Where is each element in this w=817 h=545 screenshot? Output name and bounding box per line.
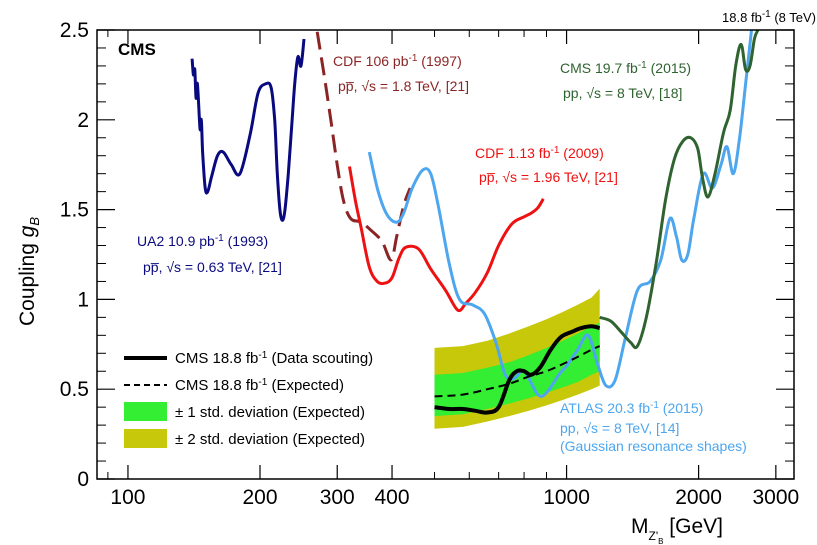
axis-ticks: 100 200 300 400 1000 2000 3000 0 0.5 1 1.5 2 2.5 [60, 19, 799, 509]
x-tick-label: 1000 [543, 486, 590, 509]
svg-text:CMS 19.7 fb-1 (2015): CMS 19.7 fb-1 (2015) [560, 60, 691, 76]
annotation-cms2015: CMS 19.7 fb-1 (2015) pp, √s = 8 TeV, [18… [560, 60, 691, 101]
legend-observed-label: CMS 18.8 fb-1 (Data scouting) [175, 350, 373, 367]
series-line-0 [190, 38, 306, 222]
x-tick-label: 400 [375, 486, 410, 509]
x-axis-title: MZ'B [GeV] [631, 515, 723, 545]
legend-expected-label: CMS 18.8 fb-1 (Expected) [175, 377, 344, 394]
y-axis-title: Coupling gB [16, 217, 42, 326]
experiment-label: CMS [118, 40, 156, 59]
series-line-2 [348, 166, 545, 313]
svg-text:pp̅, √s = 0.63 TeV, [21]: pp̅, √s = 0.63 TeV, [21] [143, 259, 282, 275]
y-tick-label: 0 [77, 468, 89, 491]
x-tick-label: 2000 [675, 486, 722, 509]
lumi-label: 18.8 fb-1 (8 TeV) [722, 9, 816, 25]
legend: CMS 18.8 fb-1 (Data scouting) CMS 18.8 f… [124, 350, 373, 448]
series-line-6 [434, 345, 601, 398]
x-tick-label: 3000 [752, 486, 799, 509]
series-line-4 [599, 30, 760, 350]
annotation-cdf1997: CDF 106 pb-1 (1997) pp̅, √s = 1.8 TeV, [… [333, 53, 469, 94]
svg-text:pp̅, √s = 1.8 TeV, [21]: pp̅, √s = 1.8 TeV, [21] [338, 78, 469, 94]
svg-text:UA2 10.9 pb-1 (1993): UA2 10.9 pb-1 (1993) [137, 233, 268, 249]
x-tick-label: 100 [110, 486, 145, 509]
legend-sigma1-swatch [124, 402, 167, 421]
svg-text:ATLAS 20.3 fb-1 (2015): ATLAS 20.3 fb-1 (2015) [560, 400, 703, 416]
svg-text:(Gaussian resonance shapes): (Gaussian resonance shapes) [560, 438, 747, 454]
y-tick-label: 2.5 [60, 19, 89, 42]
annotation-atlas: ATLAS 20.3 fb-1 (2015) pp, √s = 8 TeV, [… [560, 400, 747, 454]
svg-text:pp̅, √s = 1.96 TeV, [21]: pp̅, √s = 1.96 TeV, [21] [479, 169, 618, 185]
series-line-1 [315, 31, 412, 262]
series-line-5 [434, 324, 601, 415]
y-tick-label: 1 [77, 288, 89, 311]
annotation-ua2: UA2 10.9 pb-1 (1993) pp̅, √s = 0.63 TeV,… [137, 233, 282, 275]
limit-curves [190, 30, 760, 415]
y-tick-label: 0.5 [60, 378, 89, 401]
y-tick-label: 2 [77, 109, 89, 132]
svg-text:CDF 106 pb-1 (1997): CDF 106 pb-1 (1997) [333, 53, 462, 69]
svg-text:CDF 1.13 fb-1 (2009): CDF 1.13 fb-1 (2009) [475, 145, 604, 161]
annotation-cdf2009: CDF 1.13 fb-1 (2009) pp̅, √s = 1.96 TeV,… [475, 145, 618, 185]
legend-sigma2-swatch [124, 429, 167, 448]
svg-text:pp, √s = 8 TeV, [14]: pp, √s = 8 TeV, [14] [560, 420, 679, 436]
legend-sigma1-label: ± 1 std. deviation (Expected) [175, 404, 365, 421]
x-tick-label: 200 [242, 486, 277, 509]
series-line-3 [367, 30, 753, 398]
x-tick-label: 300 [320, 486, 355, 509]
plot-frame [96, 29, 795, 480]
y-tick-label: 1.5 [60, 199, 89, 222]
legend-sigma2-label: ± 2 std. deviation (Expected) [175, 431, 365, 448]
svg-text:pp, √s = 8 TeV, [18]: pp, √s = 8 TeV, [18] [563, 85, 682, 101]
